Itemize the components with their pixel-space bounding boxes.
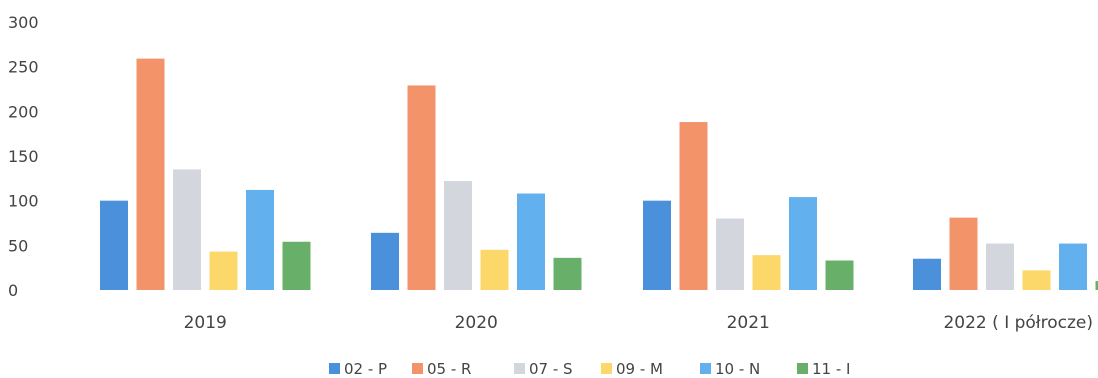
bars	[100, 58, 1098, 291]
legend-label: 07 - S	[529, 360, 573, 378]
bar-09-m-4	[1022, 270, 1051, 290]
bar-11-i-2	[553, 257, 582, 290]
x-axis: 2019 2020 2021 2022 ( I półrocze)	[184, 313, 1093, 333]
bar-02-p-3	[643, 200, 671, 290]
bar-11-i-3	[825, 260, 854, 290]
legend-item: 07 - S	[514, 360, 573, 378]
bar-10-n-4	[1059, 243, 1087, 290]
y-tick-label: 100	[8, 192, 39, 211]
legend-label: 11 - I	[812, 360, 850, 378]
legend-label: 09 - M	[616, 360, 663, 378]
legend-item: 05 - R	[412, 360, 471, 378]
legend-swatch	[797, 363, 808, 374]
bar-07-s-3	[716, 218, 744, 290]
legend-label: 10 - N	[715, 360, 760, 378]
bar-05-r-1	[136, 58, 165, 291]
bar-11-i-1	[282, 241, 311, 290]
x-tick-label: 2020	[455, 313, 498, 333]
y-tick-label: 200	[8, 102, 39, 121]
legend-item: 02 - P	[329, 360, 387, 378]
bar-07-s-1	[173, 169, 201, 290]
legend-swatch	[329, 363, 340, 374]
y-axis: 0 50 100 150 200 250 300	[8, 13, 39, 300]
bar-11-i-4	[1095, 281, 1098, 290]
bar-05-r-3	[679, 122, 708, 290]
bar-05-r-4	[949, 217, 978, 290]
bar-02-p-1	[100, 200, 128, 290]
bar-09-m-2	[480, 249, 509, 290]
legend-label: 05 - R	[427, 360, 471, 378]
bar-09-m-3	[752, 255, 781, 290]
legend-swatch	[601, 363, 612, 374]
legend-swatch	[700, 363, 711, 374]
y-tick-label: 50	[8, 236, 28, 255]
legend: 02 - P 05 - R 07 - S 09 - M 10 - N 11 - I	[329, 360, 850, 378]
y-tick-label: 300	[8, 13, 39, 32]
bar-07-s-4	[986, 243, 1014, 290]
x-tick-label: 2021	[727, 313, 770, 333]
legend-label: 02 - P	[344, 360, 387, 378]
legend-swatch	[514, 363, 525, 374]
bar-02-p-2	[371, 232, 399, 290]
bar-02-p-4	[913, 258, 941, 290]
legend-swatch	[412, 363, 423, 374]
bar-07-s-2	[444, 181, 472, 290]
y-tick-label: 0	[8, 281, 18, 300]
legend-item: 10 - N	[700, 360, 760, 378]
x-tick-label: 2019	[184, 313, 227, 333]
y-tick-label: 150	[8, 147, 39, 166]
bar-10-n-3	[789, 197, 817, 290]
bar-10-n-1	[246, 189, 274, 290]
bar-09-m-1	[209, 251, 238, 290]
bar-05-r-2	[407, 85, 436, 290]
legend-item: 11 - I	[797, 360, 850, 378]
y-tick-label: 250	[8, 58, 39, 77]
x-tick-label: 2022 ( I półrocze)	[943, 313, 1093, 333]
legend-item: 09 - M	[601, 360, 663, 378]
bar-10-n-2	[517, 193, 545, 290]
